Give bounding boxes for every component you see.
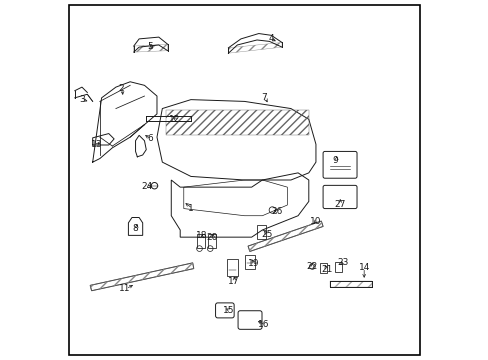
Text: 27: 27: [334, 200, 345, 209]
Text: 21: 21: [320, 265, 332, 274]
Text: 24: 24: [142, 182, 153, 191]
Text: 18: 18: [196, 231, 207, 240]
Bar: [227, 258, 238, 276]
Text: 4: 4: [268, 35, 274, 44]
Bar: [197, 234, 205, 248]
Text: 25: 25: [261, 230, 272, 239]
Text: 2: 2: [118, 84, 124, 93]
Text: 9: 9: [332, 156, 338, 165]
Text: 23: 23: [336, 258, 348, 267]
Bar: [244, 255, 254, 269]
Text: 7: 7: [261, 93, 266, 102]
Text: 14: 14: [358, 263, 369, 272]
Bar: [257, 225, 266, 239]
Text: 5: 5: [147, 41, 152, 50]
Text: 1: 1: [188, 204, 193, 213]
Text: 20: 20: [206, 233, 218, 242]
Text: 6: 6: [147, 134, 152, 143]
Text: 17: 17: [227, 277, 239, 286]
Text: 26: 26: [271, 207, 283, 216]
Text: 10: 10: [309, 217, 321, 226]
Text: 15: 15: [222, 306, 234, 315]
Text: 13: 13: [90, 140, 102, 149]
Text: 16: 16: [258, 320, 269, 329]
Text: 12: 12: [169, 115, 180, 124]
Text: 22: 22: [306, 262, 317, 271]
Text: 3: 3: [79, 95, 84, 104]
Text: 8: 8: [132, 224, 138, 233]
Text: 19: 19: [247, 260, 259, 269]
Bar: [207, 234, 216, 248]
Bar: [319, 263, 326, 273]
Bar: [334, 262, 342, 272]
Text: 11: 11: [119, 284, 130, 293]
